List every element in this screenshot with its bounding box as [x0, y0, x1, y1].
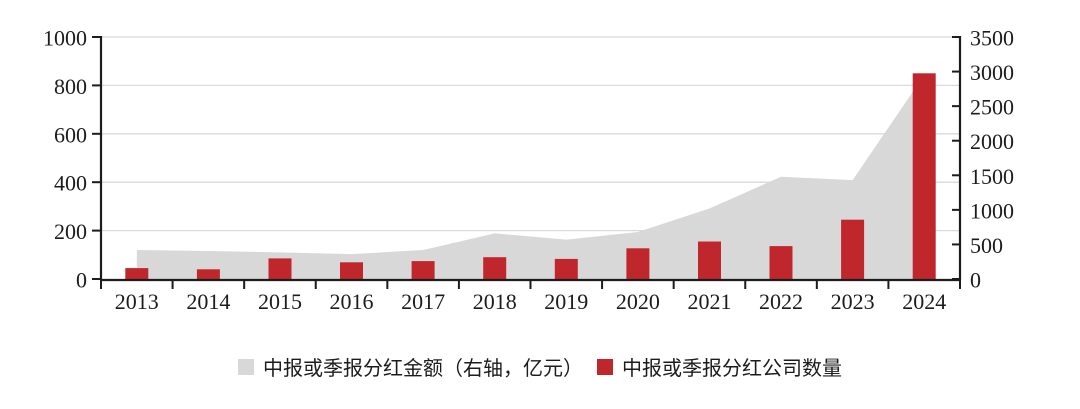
x-axis-label-2022: 2022 — [759, 289, 803, 314]
bar-2020 — [626, 248, 650, 279]
bar-2016 — [340, 262, 363, 279]
bar-2019 — [554, 258, 578, 279]
x-axis-label-2015: 2015 — [258, 289, 302, 314]
left-axis-label-1000: 1000 — [43, 26, 87, 51]
bar-2013 — [125, 268, 149, 279]
left-axis-label-400: 400 — [54, 171, 87, 196]
bar-2015 — [268, 258, 292, 279]
x-axis-label-2016: 2016 — [330, 289, 374, 314]
amount-series-label: 中报或季报分红金额（右轴，亿元） — [263, 358, 583, 380]
right-axis-label-3000: 3000 — [970, 60, 1014, 85]
x-axis-label-2017: 2017 — [401, 289, 445, 314]
area-series-dividend-amount — [136, 75, 925, 279]
left-axis-label-200: 200 — [54, 219, 87, 244]
right-axis-label-500: 500 — [970, 233, 1003, 258]
bar-2014 — [196, 269, 220, 279]
x-axis-label-2024: 2024 — [902, 289, 946, 314]
amount-series-swatch-icon — [238, 358, 254, 375]
left-axis-label-600: 600 — [54, 122, 87, 147]
right-axis-label-3500: 3500 — [970, 26, 1014, 51]
legend-item-company-count: 中报或季报分红公司数量 — [597, 352, 842, 381]
x-axis-label-2014: 2014 — [186, 289, 230, 314]
bar-2022 — [769, 246, 793, 279]
x-axis-label-2019: 2019 — [544, 289, 588, 314]
count-series-swatch-icon — [597, 358, 613, 375]
right-axis-label-2500: 2500 — [970, 95, 1014, 120]
count-series-label: 中报或季报分红公司数量 — [622, 358, 842, 380]
right-axis-label-1000: 1000 — [970, 198, 1014, 223]
left-axis-label-800: 800 — [54, 74, 87, 99]
right-axis-label-2000: 2000 — [970, 129, 1014, 154]
left-axis-label-0: 0 — [76, 268, 87, 293]
x-axis-label-2018: 2018 — [473, 289, 517, 314]
right-axis-label-1500: 1500 — [970, 164, 1014, 189]
right-axis-label-0: 0 — [970, 268, 981, 293]
bar-2024 — [912, 73, 936, 279]
x-axis-label-2013: 2013 — [115, 289, 159, 314]
bar-2017 — [411, 261, 435, 279]
bar-2023 — [841, 219, 865, 279]
chart-plot-area: 0 200 400 600 800 1000 0 500 1000 1500 2000 2500 300… — [43, 26, 1014, 315]
chart-legend: 中报或季报分红金额（右轴，亿元） 中报或季报分红公司数量 — [0, 352, 1080, 381]
legend-item-amount: 中报或季报分红金额（右轴，亿元） — [238, 352, 583, 381]
x-axis-label-2023: 2023 — [831, 289, 875, 314]
bar-2018 — [483, 257, 507, 279]
bar-2021 — [698, 241, 721, 279]
x-axis-label-2021: 2021 — [687, 289, 731, 314]
x-axis-label-2020: 2020 — [616, 289, 660, 314]
